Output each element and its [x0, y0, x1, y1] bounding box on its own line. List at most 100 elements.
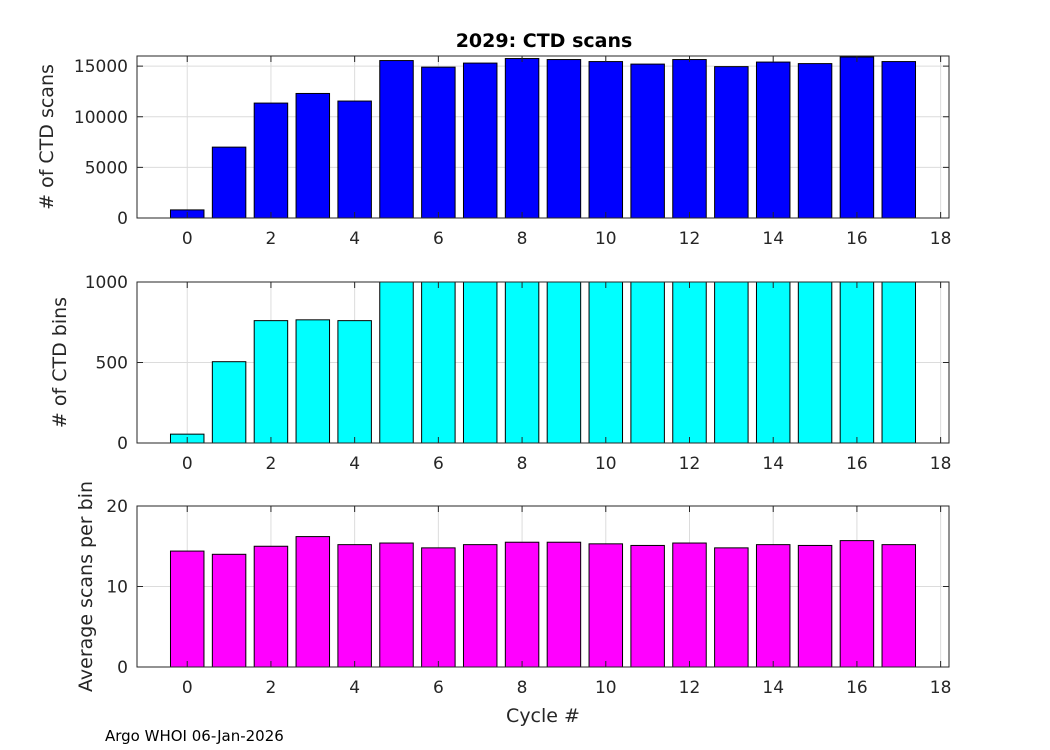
bar-cycle-5 [379, 542, 414, 668]
bar-cycle-3 [295, 319, 331, 444]
bar-cycle-14 [755, 61, 791, 219]
bar-cycle-1 [211, 553, 247, 668]
x-tick-label: 2 [266, 229, 277, 249]
y-tick-label: 0 [117, 658, 128, 678]
y-tick-label: 1000 [85, 273, 128, 293]
bar-cycle-11 [630, 281, 665, 444]
x-tick-label: 14 [762, 229, 784, 249]
y-tick-label: 15000 [74, 57, 128, 77]
x-tick-label: 0 [182, 454, 193, 474]
x-tick-label: 12 [679, 454, 701, 474]
x-tick-label: 16 [846, 454, 868, 474]
footer-credit: Argo WHOI 06-Jan-2026 [105, 727, 284, 745]
y-tick-label: 0 [117, 209, 128, 229]
x-tick-label: 10 [595, 678, 617, 698]
bar-cycle-8 [504, 281, 540, 444]
y-axis-label: Average scans per bin [75, 481, 97, 692]
bar-cycle-1 [211, 361, 247, 444]
bar-cycle-7 [462, 544, 498, 668]
bar-cycle-11 [630, 544, 665, 668]
x-tick-label: 2 [266, 454, 277, 474]
bar-cycle-0 [169, 550, 205, 668]
bar-cycle-13 [714, 547, 749, 668]
x-tick-label: 8 [517, 678, 528, 698]
bar-cycle-7 [462, 62, 498, 219]
bar-cycle-6 [421, 66, 456, 219]
bar-cycle-15 [797, 63, 833, 219]
bar-cycle-8 [504, 541, 540, 668]
x-tick-label: 18 [930, 678, 952, 698]
bar-cycle-4 [337, 100, 372, 219]
bar-cycle-2 [253, 545, 289, 668]
x-tick-label: 18 [930, 454, 952, 474]
bar-cycle-13 [714, 66, 749, 219]
x-tick-label: 16 [846, 678, 868, 698]
bar-cycle-17 [881, 61, 917, 219]
bar-cycle-15 [797, 281, 833, 444]
x-tick-label: 16 [846, 229, 868, 249]
bar-cycle-5 [379, 60, 414, 219]
bar-cycle-12 [672, 59, 707, 219]
bar-cycle-16 [839, 540, 875, 668]
bar-cycle-6 [421, 547, 456, 668]
bar-cycle-6 [421, 281, 456, 444]
bar-cycle-16 [839, 281, 875, 444]
x-tick-label: 6 [433, 678, 444, 698]
bar-cycle-2 [253, 320, 289, 444]
y-tick-label: 20 [106, 497, 128, 517]
bar-cycle-12 [672, 542, 707, 668]
bar-cycle-3 [295, 536, 331, 668]
bar-cycle-11 [630, 63, 665, 219]
bar-cycle-9 [546, 541, 582, 668]
bar-cycle-4 [337, 320, 372, 444]
y-axis-label: # of CTD scans [36, 64, 58, 210]
bar-cycle-3 [295, 92, 331, 219]
bar-cycle-8 [504, 58, 540, 219]
bar-cycle-14 [755, 544, 791, 668]
y-tick-label: 0 [117, 434, 128, 454]
x-tick-label: 14 [762, 678, 784, 698]
x-tick-label: 18 [930, 229, 952, 249]
chart-title: 2029: CTD scans [456, 30, 633, 52]
x-tick-label: 10 [595, 229, 617, 249]
bar-cycle-7 [462, 281, 498, 444]
axes-frame [136, 55, 950, 219]
bar-cycle-10 [588, 543, 624, 668]
x-tick-label: 0 [182, 678, 193, 698]
panel-ctd-bins: 0 2 4 6 8 10 12 14 16 18 0 500 1000 # of CTD bins [49, 273, 951, 474]
x-tick-label: 2 [266, 678, 277, 698]
bar-cycle-17 [881, 281, 917, 444]
x-tick-label: 0 [182, 229, 193, 249]
panel-average-scans: 0 2 4 6 8 10 12 14 16 18 0 10 20 Average scans per bi… [75, 481, 951, 698]
x-tick-label: 4 [349, 229, 360, 249]
bar-cycle-1 [211, 146, 247, 219]
panel-ctd-scans: 0 2 4 6 8 10 12 14 16 18 0 5000 10000 15000 # of CTD s… [36, 55, 952, 249]
y-tick-label: 500 [96, 354, 128, 374]
bar-cycle-13 [714, 281, 749, 444]
x-tick-label: 12 [679, 229, 701, 249]
bar-cycle-10 [588, 61, 624, 219]
y-tick-label: 10 [106, 578, 128, 598]
bar-cycle-16 [839, 56, 875, 219]
bar-cycle-14 [755, 281, 791, 444]
x-tick-label: 14 [762, 454, 784, 474]
bar-cycle-2 [253, 102, 289, 219]
bar-cycle-5 [379, 281, 414, 444]
bar-cycle-4 [337, 544, 372, 668]
x-tick-label: 4 [349, 678, 360, 698]
x-tick-label: 6 [433, 454, 444, 474]
y-axis-label: # of CTD bins [49, 297, 71, 428]
x-tick-label: 8 [517, 229, 528, 249]
bar-cycle-15 [797, 544, 833, 668]
bar-cycle-17 [881, 544, 917, 668]
x-tick-label: 6 [433, 229, 444, 249]
bar-cycle-12 [672, 281, 707, 444]
y-tick-label: 5000 [85, 158, 128, 178]
x-tick-label: 12 [679, 678, 701, 698]
bar-cycle-10 [588, 281, 624, 444]
x-tick-label: 4 [349, 454, 360, 474]
y-tick-label: 10000 [74, 108, 128, 128]
bar-cycle-9 [546, 59, 582, 219]
x-tick-label: 8 [517, 454, 528, 474]
